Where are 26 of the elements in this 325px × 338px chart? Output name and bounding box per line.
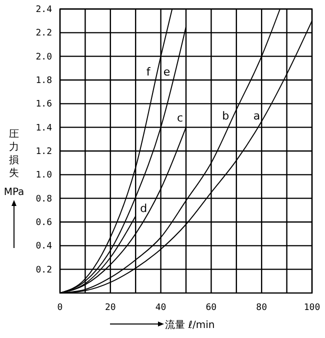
y-tick-label: 1.2 (36, 147, 52, 157)
series-label: d (140, 202, 148, 216)
y-tick-label: 1.4 (36, 123, 52, 134)
series-label: b (222, 110, 230, 122)
y-tick-label: 1.8 (36, 76, 52, 86)
x-tick-label: 60 (206, 303, 217, 313)
y-tick-label: 0.4 (36, 242, 52, 252)
y-axis-title: 圧力損失 MPa (4, 129, 24, 198)
series-label: c (176, 111, 184, 124)
series-label: f (146, 66, 152, 79)
y-tick-label: 1.6 (36, 100, 52, 110)
y-tick-label: 0.2 (36, 265, 52, 276)
x-tick-label: 100 (304, 303, 320, 313)
y-tick-label: 2.0 (36, 52, 52, 62)
x-axis-title: 流量 ℓ/min (165, 319, 215, 331)
y-tick-label: 2.2 (36, 28, 52, 39)
y-tick-label: 0.8 (36, 194, 52, 204)
y-tick-label: 2.4 (36, 5, 52, 15)
x-tick-label: 0 (57, 303, 63, 313)
y-tick-label: 0.6 (36, 218, 52, 228)
x-tick-label: 40 (155, 303, 166, 313)
series-label: a (253, 110, 260, 122)
series-label: e (163, 66, 170, 79)
y-tick-label: 1.0 (36, 170, 52, 181)
x-tick-label: 80 (256, 303, 268, 313)
x-tick-label: 20 (104, 303, 116, 313)
